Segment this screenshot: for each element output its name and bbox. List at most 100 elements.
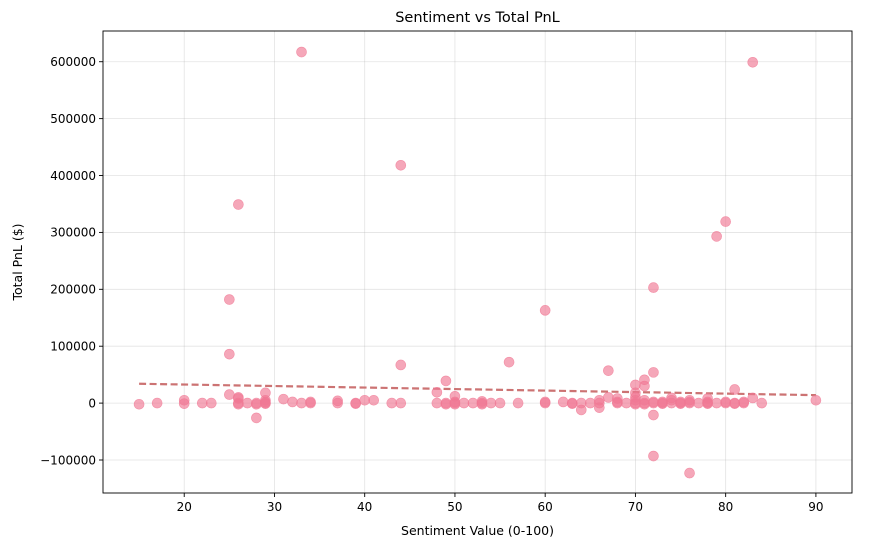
data-point [386, 397, 398, 409]
data-point [621, 397, 632, 409]
data-point [224, 389, 235, 400]
data-point [287, 396, 298, 408]
x-axis-label: Sentiment Value (0-100) [401, 523, 554, 538]
data-point [566, 398, 578, 409]
data-point [756, 397, 768, 409]
data-point [657, 398, 668, 409]
data-point [233, 199, 244, 210]
x-tick-label: 80 [718, 500, 733, 514]
x-tick-label: 30 [267, 500, 282, 514]
data-point [711, 231, 722, 242]
data-point [729, 384, 740, 395]
y-tick-label: 400000 [50, 169, 96, 183]
y-tick-label: 0 [88, 396, 96, 410]
data-point [431, 397, 443, 409]
x-tick-label: 40 [357, 500, 372, 514]
data-point [747, 56, 759, 68]
data-point [242, 397, 253, 409]
y-tick-label: −100000 [40, 453, 96, 467]
data-point [467, 397, 479, 409]
data-point [305, 397, 316, 409]
y-tick-label: 100000 [50, 340, 96, 354]
data-point [205, 397, 217, 409]
data-points [133, 46, 822, 479]
trend-line-layer [139, 382, 816, 397]
y-tick-label: 200000 [50, 283, 96, 297]
data-point [639, 380, 650, 392]
data-point [233, 398, 244, 410]
data-point [711, 397, 722, 409]
plot-frame [102, 30, 853, 494]
data-point [693, 397, 704, 409]
data-point [747, 392, 759, 404]
data-point [503, 356, 515, 368]
data-point [196, 397, 208, 409]
data-point [512, 397, 524, 409]
data-point [666, 397, 677, 409]
data-point [648, 450, 659, 462]
data-point [350, 398, 361, 409]
axis-ticks: 20 30 40 50 60 70 80 90 −100000 0 100000 200000 3000… [40, 55, 823, 514]
data-point [431, 386, 443, 398]
data-point [332, 397, 343, 409]
data-point [359, 394, 370, 406]
x-tick-label: 20 [177, 500, 192, 514]
data-point [738, 397, 750, 409]
chart-title: Sentiment vs Total PnL [395, 10, 560, 26]
data-point [251, 398, 262, 410]
data-point [729, 398, 740, 409]
data-point [224, 294, 235, 305]
data-point [151, 397, 163, 409]
x-tick-label: 60 [538, 500, 553, 514]
data-point [440, 375, 452, 387]
data-point [603, 392, 614, 403]
data-point [485, 397, 497, 409]
y-tick-label: 600000 [50, 55, 96, 69]
data-point [278, 393, 289, 405]
data-point [224, 348, 235, 360]
data-point [539, 397, 551, 409]
data-point [178, 394, 190, 406]
data-point [612, 397, 623, 409]
data-point [296, 46, 307, 58]
data-point [675, 398, 686, 409]
trend-line [139, 382, 816, 397]
data-point [458, 397, 470, 409]
y-tick-label: 300000 [50, 226, 96, 240]
data-point [395, 397, 407, 409]
data-point [440, 398, 452, 410]
y-tick-label: 500000 [50, 112, 96, 126]
data-point [684, 467, 695, 479]
data-point [260, 398, 271, 409]
data-point [585, 397, 596, 409]
data-point [639, 398, 650, 410]
x-tick-label: 70 [628, 500, 643, 514]
data-point [720, 216, 731, 227]
data-point [251, 412, 262, 424]
data-point [594, 402, 605, 413]
x-tick-label: 50 [447, 500, 462, 514]
data-point [684, 397, 695, 409]
data-point [557, 396, 569, 408]
data-point [630, 398, 641, 410]
data-point [494, 397, 506, 409]
data-point [395, 159, 407, 171]
data-point [648, 367, 659, 378]
data-point [720, 397, 731, 409]
data-point [575, 397, 587, 409]
data-point [810, 394, 822, 406]
data-point [476, 398, 488, 410]
data-point [648, 397, 659, 409]
data-point [395, 359, 407, 371]
y-axis-label: Total PnL ($) [10, 223, 25, 301]
x-tick-label: 90 [808, 500, 823, 514]
data-point [648, 282, 659, 293]
data-point [368, 394, 380, 406]
data-point [449, 398, 461, 410]
data-point [702, 398, 713, 409]
data-point [296, 397, 307, 409]
data-point [133, 398, 145, 410]
data-point [648, 409, 659, 421]
